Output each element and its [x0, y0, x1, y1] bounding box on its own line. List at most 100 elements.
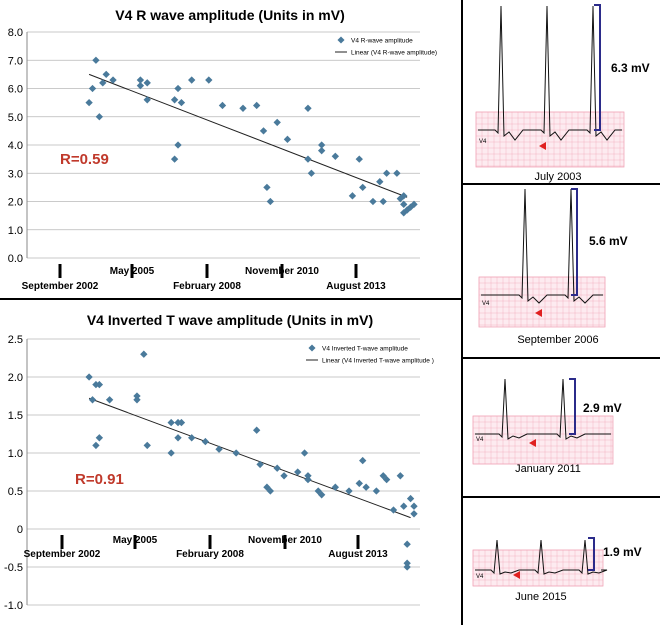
- data-point: [331, 483, 340, 491]
- ecg-bracket: [588, 537, 595, 571]
- data-point: [85, 373, 93, 381]
- data-point: [273, 464, 281, 472]
- y-tick-label: 8.0: [8, 27, 23, 39]
- ecg-panel-july-2003: V4 6.3 mV July 2003: [475, 4, 650, 183]
- data-point: [376, 178, 384, 186]
- ecg-caption: June 2015: [515, 591, 566, 603]
- data-point: [92, 56, 100, 64]
- x-tick-label: August 2013: [328, 549, 388, 560]
- legend-marker-label: V4 Inverted T-wave amplitude: [322, 346, 408, 353]
- data-point: [174, 84, 182, 93]
- ecg-amplitude-label: 2.9 mV: [583, 401, 622, 415]
- y-tick-label: 0: [17, 524, 23, 536]
- t-wave-chart: V4 Inverted T wave amplitude (Units in m…: [4, 312, 434, 612]
- y-tick-label: 0.5: [8, 486, 23, 498]
- ecg-panel-september-2006: V4 5.6 mV September 2006: [478, 188, 628, 346]
- data-point: [105, 396, 114, 404]
- ecg-divider-2: [462, 357, 660, 359]
- ecg-panel-june-2015: V4 1.9 mV June 2015: [472, 537, 642, 603]
- trendline: [88, 73, 408, 198]
- data-point: [133, 392, 141, 400]
- data-point: [317, 141, 326, 149]
- data-point: [355, 479, 363, 488]
- ecg-arrow-icon: [529, 439, 536, 447]
- legend-line-label: Linear (V4 Inverted T-wave amplitude ): [322, 358, 434, 365]
- data-point: [201, 437, 210, 446]
- y-tick-label: 4.0: [8, 140, 23, 152]
- data-point: [99, 79, 107, 87]
- y-tick-label: -1.0: [4, 600, 23, 612]
- y-tick-label: 7.0: [8, 55, 23, 67]
- ecg-bracket: [594, 4, 601, 131]
- data-point: [396, 472, 404, 480]
- data-point: [294, 468, 302, 476]
- data-point: [95, 380, 104, 389]
- trendline: [88, 397, 411, 519]
- y-tick-label: 2.0: [8, 197, 23, 209]
- x-tick-label: November 2010: [245, 266, 319, 277]
- ecg-trace: [475, 539, 608, 575]
- data-point: [400, 502, 408, 510]
- ecg-lead-label: V4: [482, 301, 490, 307]
- data-point: [174, 141, 182, 149]
- r-wave-chart: V4 R wave amplitude (Units in mV) 0.0 1.0 2…: [8, 7, 437, 292]
- ecg-bracket: [571, 188, 578, 296]
- x-tick-label: August 2013: [326, 281, 386, 292]
- ecg-bracket: [569, 378, 576, 435]
- data-point: [88, 84, 97, 93]
- data-point: [307, 169, 316, 177]
- data-point: [88, 396, 97, 404]
- x-tick-label: February 2008: [176, 549, 244, 560]
- data-point: [317, 146, 326, 155]
- data-point: [177, 98, 186, 107]
- data-point: [362, 483, 370, 491]
- data-point: [253, 426, 261, 434]
- legend-marker-label: V4 R-wave amplitude: [351, 38, 413, 45]
- ecg-lead-label: V4: [479, 139, 487, 145]
- data-point: [331, 152, 340, 160]
- data-point: [218, 101, 227, 110]
- data-point: [403, 540, 411, 548]
- data-point: [389, 506, 398, 514]
- data-point: [304, 472, 312, 480]
- y-tick-label: 2.5: [8, 334, 23, 346]
- data-point: [205, 76, 213, 84]
- data-point: [359, 456, 367, 465]
- data-point: [304, 104, 312, 112]
- data-point: [382, 475, 391, 484]
- data-point: [304, 155, 312, 163]
- data-point: [239, 104, 247, 112]
- data-point: [403, 559, 411, 567]
- data-point: [174, 434, 182, 442]
- y-tick-label: 1.0: [8, 448, 23, 460]
- y-tick-label: 2.0: [8, 372, 23, 384]
- x-tick-label: February 2008: [173, 281, 241, 292]
- data-point: [170, 155, 179, 163]
- chart-title: V4 R wave amplitude (Units in mV): [115, 7, 345, 23]
- data-point: [359, 183, 367, 192]
- y-tick-label: 1.0: [8, 225, 23, 237]
- correlation-annotation: R=0.59: [60, 151, 109, 168]
- data-point: [109, 76, 117, 84]
- column-divider: [461, 0, 463, 625]
- legend-marker-icon: [308, 344, 316, 352]
- ecg-divider-3: [462, 496, 660, 498]
- ecg-arrow-icon: [513, 571, 520, 579]
- data-point: [348, 192, 357, 200]
- data-point: [136, 76, 145, 84]
- data-point: [283, 135, 292, 144]
- ecg-arrow-icon: [539, 142, 546, 150]
- data-point: [215, 445, 223, 453]
- y-tick-label: 1.5: [8, 410, 23, 422]
- data-point: [253, 101, 261, 110]
- data-point: [369, 197, 377, 206]
- data-point: [382, 169, 391, 177]
- ecg-caption: September 2006: [517, 334, 598, 346]
- data-point: [85, 98, 93, 107]
- x-tick-label: May 2005: [113, 535, 158, 546]
- data-point: [167, 449, 175, 457]
- data-point: [280, 472, 288, 480]
- data-point: [393, 169, 401, 177]
- ecg-trace: [475, 378, 611, 440]
- ecg-panel-january-2011: V4 2.9 mV January 2011: [472, 378, 622, 475]
